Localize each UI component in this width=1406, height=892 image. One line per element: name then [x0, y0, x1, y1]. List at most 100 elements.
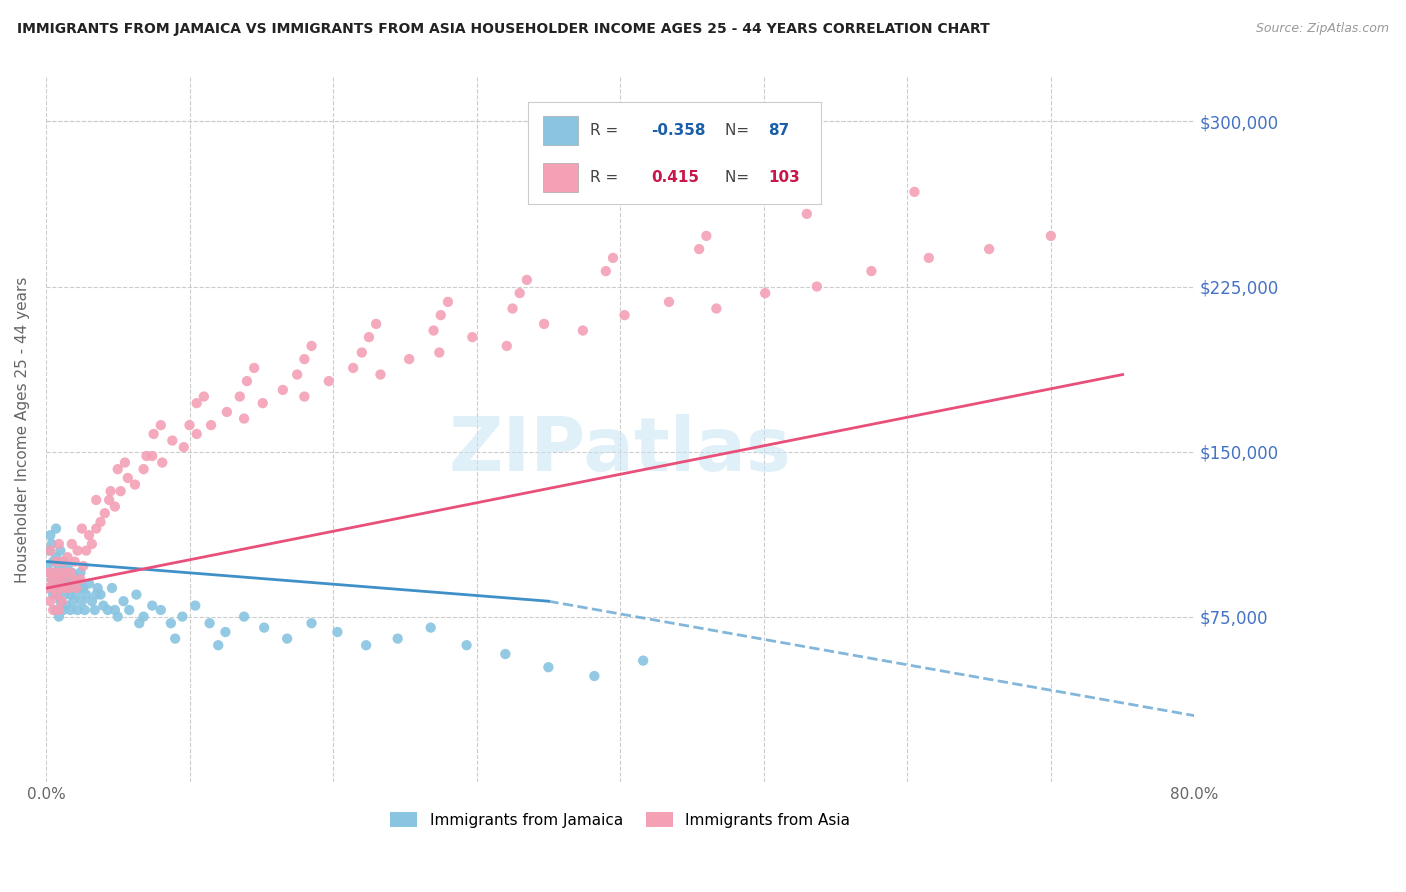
Point — [89, 588, 111, 602]
Point — [38, 543, 60, 558]
Point — [1039, 228, 1062, 243]
Point — [66, 572, 89, 586]
Point — [72, 581, 94, 595]
Point — [77, 528, 100, 542]
Point — [658, 294, 681, 309]
Point — [688, 242, 710, 256]
Point — [42, 555, 65, 569]
Point — [437, 294, 460, 309]
Point — [214, 625, 236, 640]
Point — [45, 555, 67, 569]
Point — [45, 522, 67, 536]
Point — [49, 566, 72, 580]
Point — [67, 581, 90, 595]
Point — [516, 273, 538, 287]
Point — [98, 493, 121, 508]
Point — [60, 566, 83, 580]
Point — [45, 550, 67, 565]
Point — [39, 528, 62, 542]
Point — [427, 345, 450, 359]
Point — [58, 581, 80, 595]
Point — [398, 352, 420, 367]
Text: IMMIGRANTS FROM JAMAICA VS IMMIGRANTS FROM ASIA HOUSEHOLDER INCOME AGES 25 - 44 : IMMIGRANTS FROM JAMAICA VS IMMIGRANTS FR… — [17, 22, 990, 37]
Point — [66, 603, 89, 617]
Point — [142, 426, 165, 441]
Point — [318, 374, 340, 388]
Point — [494, 647, 516, 661]
Point — [903, 185, 925, 199]
Point — [51, 594, 73, 608]
Point — [422, 324, 444, 338]
Point — [49, 543, 72, 558]
Point — [186, 426, 208, 441]
Point — [583, 669, 606, 683]
Point — [38, 566, 60, 580]
Point — [173, 440, 195, 454]
Point — [39, 543, 62, 558]
Point — [41, 537, 63, 551]
Point — [44, 581, 66, 595]
Point — [252, 396, 274, 410]
Point — [53, 588, 76, 602]
Point — [461, 330, 484, 344]
Point — [100, 484, 122, 499]
Point — [509, 286, 531, 301]
Point — [233, 411, 256, 425]
Point — [42, 588, 65, 602]
Point — [84, 522, 107, 536]
Point — [48, 603, 70, 617]
Point — [42, 603, 65, 617]
Point — [132, 609, 155, 624]
Legend: Immigrants from Jamaica, Immigrants from Asia: Immigrants from Jamaica, Immigrants from… — [384, 805, 856, 834]
Point — [62, 572, 84, 586]
Point — [112, 594, 135, 608]
Point — [149, 603, 172, 617]
Point — [456, 638, 478, 652]
Point — [53, 581, 76, 595]
Point — [56, 559, 79, 574]
Point — [83, 603, 105, 617]
Point — [48, 609, 70, 624]
Point — [51, 566, 73, 580]
Point — [114, 456, 136, 470]
Point — [60, 581, 83, 595]
Point — [276, 632, 298, 646]
Point — [84, 493, 107, 508]
Point — [62, 594, 84, 608]
Point — [49, 576, 72, 591]
Point — [63, 576, 86, 591]
Point — [37, 559, 59, 574]
Point — [860, 264, 883, 278]
Point — [118, 603, 141, 617]
Point — [70, 594, 93, 608]
Point — [107, 609, 129, 624]
Point — [172, 609, 194, 624]
Point — [59, 588, 82, 602]
Point — [117, 471, 139, 485]
Point — [46, 572, 69, 586]
Point — [60, 537, 83, 551]
Point — [59, 566, 82, 580]
Point — [53, 572, 76, 586]
Point — [41, 572, 63, 586]
Point — [229, 390, 252, 404]
Point — [366, 317, 388, 331]
Point — [37, 581, 59, 595]
Point — [301, 339, 323, 353]
Point — [186, 396, 208, 410]
Point — [125, 588, 148, 602]
Point — [301, 616, 323, 631]
Point — [80, 537, 103, 551]
Point — [429, 308, 451, 322]
Point — [754, 286, 776, 301]
Point — [56, 550, 79, 565]
Point — [350, 345, 373, 359]
Point — [69, 572, 91, 586]
Point — [52, 555, 75, 569]
Point — [94, 506, 117, 520]
Point — [58, 572, 80, 586]
Point — [342, 360, 364, 375]
Point — [89, 515, 111, 529]
Point — [41, 572, 63, 586]
Point — [150, 456, 173, 470]
